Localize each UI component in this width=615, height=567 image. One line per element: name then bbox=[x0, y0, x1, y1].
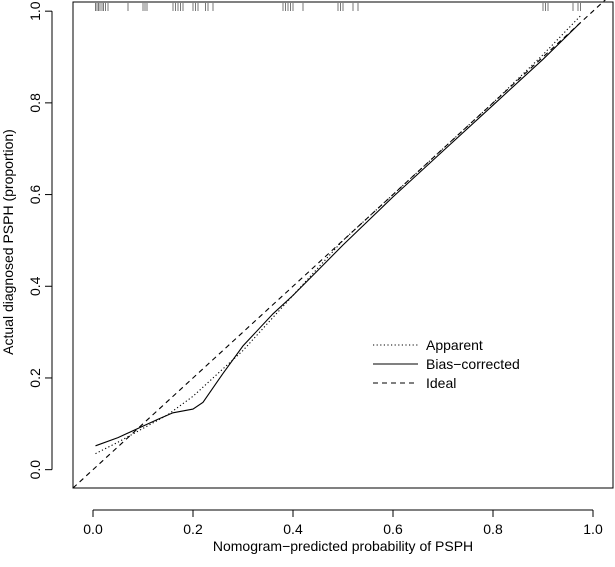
x-tick-label: 0.4 bbox=[283, 521, 303, 537]
plot-frame bbox=[72, 1, 614, 489]
y-tick-label: 0.4 bbox=[27, 276, 43, 296]
series-line-dashed bbox=[72, 0, 606, 489]
x-tick-label: 0.8 bbox=[483, 521, 503, 537]
y-tick-label: 0.0 bbox=[27, 460, 43, 480]
x-tick-label: 0.6 bbox=[383, 521, 403, 537]
legend-label: Bias−corrected bbox=[426, 356, 520, 372]
y-tick-label: 0.8 bbox=[27, 93, 43, 113]
axes: 0.0 0.2 0.4 0.6 0.8 1.0 0.0 0.2 0.4 0.6 0.8 1.0 bbox=[27, 1, 603, 537]
legend: Apparent Bias−corrected Ideal bbox=[373, 337, 520, 391]
rug-marks bbox=[95, 3, 581, 11]
y-tick-label: 0.2 bbox=[27, 368, 43, 388]
legend-label: Ideal bbox=[426, 375, 456, 391]
legend-label: Apparent bbox=[426, 337, 483, 353]
x-axis-label: Nomogram−predicted probability of PSPH bbox=[213, 538, 473, 554]
series-lines bbox=[72, 0, 606, 489]
y-tick-label: 0.6 bbox=[27, 185, 43, 205]
series-line-solid bbox=[95, 22, 581, 447]
y-tick-label: 1.0 bbox=[27, 1, 43, 21]
x-tick-label: 1.0 bbox=[583, 521, 603, 537]
x-tick-label: 0.2 bbox=[183, 521, 203, 537]
y-axis-label: Actual diagnosed PSPH (proportion) bbox=[0, 129, 16, 355]
x-tick-label: 0.0 bbox=[83, 521, 103, 537]
plot-box bbox=[72, 1, 614, 489]
series-line-dotted bbox=[95, 15, 581, 455]
